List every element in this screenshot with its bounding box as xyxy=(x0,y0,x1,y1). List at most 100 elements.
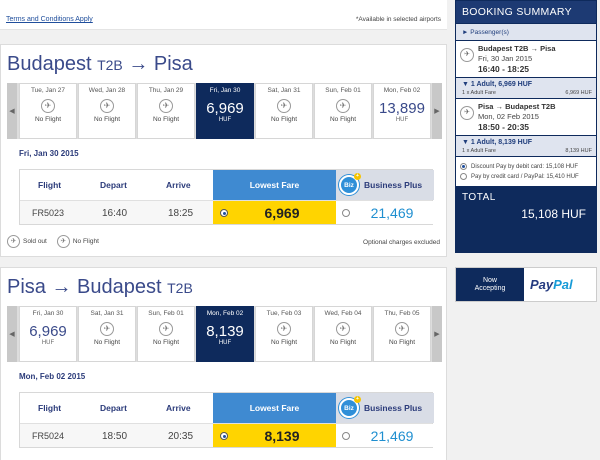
date-label: Tue, Feb 03 xyxy=(266,310,302,317)
col-lowest-fare: Lowest Fare xyxy=(213,170,336,200)
pay-credit-option[interactable]: Pay by credit card / PayPal: 15,410 HUF xyxy=(460,173,592,180)
flight-number: FR5024 xyxy=(32,431,65,441)
no-flight-text: No Flight xyxy=(152,116,179,123)
date-tile[interactable]: Tue, Feb 03 ✈ No Flight xyxy=(255,306,313,362)
pay-radio[interactable] xyxy=(460,173,467,180)
date-tile[interactable]: Thu, Feb 05 ✈ No Flight xyxy=(373,306,431,362)
accepting-line: Accepting xyxy=(474,285,506,292)
fare-radio[interactable] xyxy=(342,432,350,440)
next-dates-button[interactable]: ▶ xyxy=(432,306,442,362)
no-flight-icon: ✈ xyxy=(41,99,55,113)
summary-return-segment: ✈ Pisa → Budapest T2B Mon, 02 Feb 2015 1… xyxy=(456,98,596,135)
date-label: Wed, Jan 28 xyxy=(88,87,126,94)
date-tile-selected[interactable]: Fri, Jan 30 6,969 HUF xyxy=(196,83,254,139)
route-origin: Pisa xyxy=(7,276,46,298)
summary-adult-fare-2[interactable]: ▼ 1 Adult, 8,139 HUF 1 x Adult Fare 8,139… xyxy=(456,135,596,156)
col-business-plus: Biz + Business Plus xyxy=(336,393,434,423)
fare-radio[interactable] xyxy=(342,209,350,217)
flight-row: FR5024 18:50 20:35 8,139 21,469 xyxy=(20,423,434,447)
date-tile[interactable]: Fri, Jan 30 6,969 HUF xyxy=(19,306,77,362)
adult-fare-amount: 6,969 HUF xyxy=(565,90,592,96)
no-flight-icon: ✈ xyxy=(159,99,173,113)
prev-dates-button[interactable]: ◀ xyxy=(7,83,17,139)
no-flight-text: No Flight xyxy=(329,339,356,346)
paypal-pal: Pal xyxy=(553,277,573,292)
col-flight: Flight xyxy=(38,403,62,413)
terms-link[interactable]: Terms and Conditions Apply xyxy=(6,16,93,23)
prev-dates-button[interactable]: ◀ xyxy=(7,306,17,362)
business-plus-price: 21,469 xyxy=(370,428,414,444)
date-tile[interactable]: Tue, Jan 27 ✈ No Flight xyxy=(19,83,77,139)
business-plus-option[interactable]: 21,469 xyxy=(336,424,434,447)
depart-time: 18:50 xyxy=(102,431,128,442)
col-depart: Depart xyxy=(100,180,127,190)
no-flight-text: No Flight xyxy=(34,116,61,123)
adult-fare-desc: 1 x Adult Fare xyxy=(462,148,496,154)
date-tile-selected[interactable]: Mon, Feb 02 8,139 HUF xyxy=(196,306,254,362)
no-flight-text: No Flight xyxy=(93,116,120,123)
now-accepting-badge: Now Accepting xyxy=(456,268,524,301)
availability-note: *Available in selected airports xyxy=(355,16,441,23)
return-route-title: Pisa → Budapest T2B xyxy=(7,276,193,299)
pay-debit-label: Discount Pay by debit card: 15,108 HUF xyxy=(471,163,579,170)
biz-star-icon: + xyxy=(354,173,361,180)
next-dates-button[interactable]: ▶ xyxy=(432,83,442,139)
biz-badge-text: Biz xyxy=(344,181,354,189)
date-tile[interactable]: Mon, Feb 02 13,899 HUF xyxy=(373,83,431,139)
date-price: 6,969 xyxy=(206,100,244,117)
date-label: Sat, Jan 31 xyxy=(267,87,301,94)
fare-radio-selected[interactable] xyxy=(220,209,228,217)
date-label: Sat, Jan 31 xyxy=(90,310,124,317)
selected-date-heading: Mon, Feb 02 2015 xyxy=(19,372,86,381)
no-flight-icon: ✈ xyxy=(277,322,291,336)
outbound-date-carousel: ◀ Tue, Jan 27 ✈ No Flight Wed, Jan 28 ✈ … xyxy=(7,83,442,139)
plane-icon: ✈ xyxy=(460,106,474,120)
lowest-fare-option[interactable]: 6,969 xyxy=(213,201,336,224)
date-label: Thu, Feb 05 xyxy=(384,310,420,317)
legend-sold-out: Sold out xyxy=(23,238,47,245)
date-tile[interactable]: Thu, Jan 29 ✈ No Flight xyxy=(137,83,195,139)
summary-title: BOOKING SUMMARY xyxy=(456,1,596,23)
date-tile[interactable]: Sun, Feb 01 ✈ No Flight xyxy=(314,83,372,139)
business-plus-price: 21,469 xyxy=(370,205,414,221)
business-plus-label: Business Plus xyxy=(364,180,423,190)
no-flight-icon: ✈ xyxy=(159,322,173,336)
no-flight-text: No Flight xyxy=(388,339,415,346)
pay-radio-selected[interactable] xyxy=(460,163,467,170)
top-strip: Terms and Conditions Apply *Available in… xyxy=(0,0,447,30)
fare-radio-selected[interactable] xyxy=(220,432,228,440)
plane-icon: ✈ xyxy=(460,48,474,62)
adult-fare-amount: 8,139 HUF xyxy=(565,148,592,154)
date-label: Mon, Feb 02 xyxy=(206,310,244,317)
no-flight-text: No Flight xyxy=(270,116,297,123)
date-tile[interactable]: Sat, Jan 31 ✈ No Flight xyxy=(255,83,313,139)
booking-summary: BOOKING SUMMARY ► Passenger(s) ✈ Budapes… xyxy=(455,0,597,253)
route-terminal: T2B xyxy=(167,280,193,296)
date-tile[interactable]: Wed, Feb 04 ✈ No Flight xyxy=(314,306,372,362)
date-tile[interactable]: Sat, Jan 31 ✈ No Flight xyxy=(78,306,136,362)
summary-adult-fare-1[interactable]: ▼ 1 Adult, 6,969 HUF 1 x Adult Fare 6,969… xyxy=(456,77,596,98)
adult-fare-desc: 1 x Adult Fare xyxy=(462,90,496,96)
summary-outbound-segment: ✈ Budapest T2B → Pisa Fri, 30 Jan 2015 1… xyxy=(456,40,596,77)
date-label: Tue, Jan 27 xyxy=(30,87,66,94)
pay-debit-option[interactable]: Discount Pay by debit card: 15,108 HUF xyxy=(460,163,592,170)
fare-header: Flight Depart Arrive Lowest Fare Biz + Bu… xyxy=(20,170,434,200)
date-price: 13,899 xyxy=(379,100,425,117)
adult-fare-label: ▼ 1 Adult, 6,969 HUF xyxy=(462,81,533,88)
no-flight-icon: ✈ xyxy=(336,99,350,113)
outbound-fare-table: Flight Depart Arrive Lowest Fare Biz + Bu… xyxy=(19,169,434,225)
date-currency: HUF xyxy=(41,340,55,346)
passengers-toggle[interactable]: ► Passenger(s) xyxy=(456,23,596,40)
col-lowest-fare: Lowest Fare xyxy=(213,393,336,423)
date-label: Fri, Jan 30 xyxy=(32,310,64,317)
route-arrow: → xyxy=(51,276,72,298)
date-currency: HUF xyxy=(218,117,232,123)
business-plus-option[interactable]: 21,469 xyxy=(336,201,434,224)
date-tile[interactable]: Sun, Feb 01 ✈ No Flight xyxy=(137,306,195,362)
outbound-route-title: Budapest T2B → Pisa xyxy=(7,53,193,76)
date-tile[interactable]: Wed, Jan 28 ✈ No Flight xyxy=(78,83,136,139)
route-origin: Budapest xyxy=(7,53,92,75)
lowest-fare-option[interactable]: 8,139 xyxy=(213,424,336,447)
no-flight-icon: ✈ xyxy=(100,99,114,113)
adult-fare-label: ▼ 1 Adult, 8,139 HUF xyxy=(462,139,533,146)
